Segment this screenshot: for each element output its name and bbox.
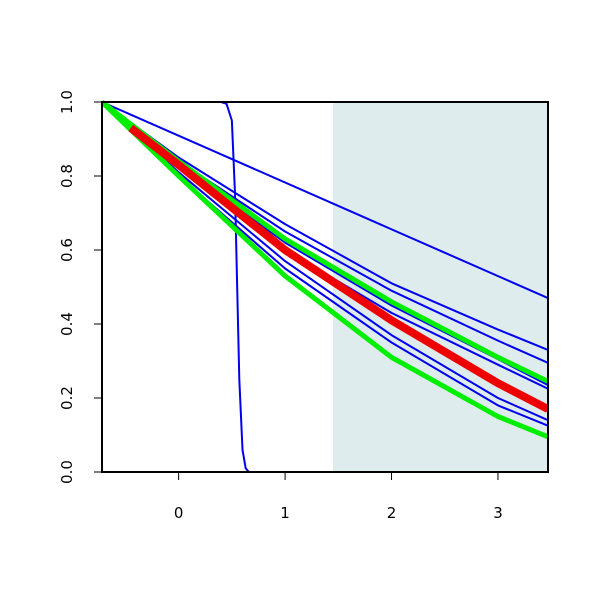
axis-layer: 0 1 2 3 0.0 0.2 0.4 0.6 0.8 1.0 [58, 90, 549, 522]
series-line-2 [102, 101, 548, 300]
x-tick-label: 1 [280, 504, 290, 522]
y-tick-label: 0.0 [58, 460, 76, 484]
y-tick-label: 0.6 [58, 238, 76, 262]
y-tick-label: 1.0 [58, 90, 76, 114]
x-tick-label: 0 [174, 504, 184, 522]
x-tick-label: 3 [493, 504, 503, 522]
x-tick-label: 2 [387, 504, 397, 522]
y-tick-label: 0.8 [58, 164, 76, 188]
series-layer [102, 100, 548, 472]
plot-frame [101, 101, 549, 473]
y-tick-label: 0.4 [58, 312, 76, 336]
series-line-11 [128, 124, 548, 413]
series-line-1 [102, 101, 548, 472]
series-line-10 [102, 100, 548, 440]
y-tick-label: 0.2 [58, 386, 76, 410]
